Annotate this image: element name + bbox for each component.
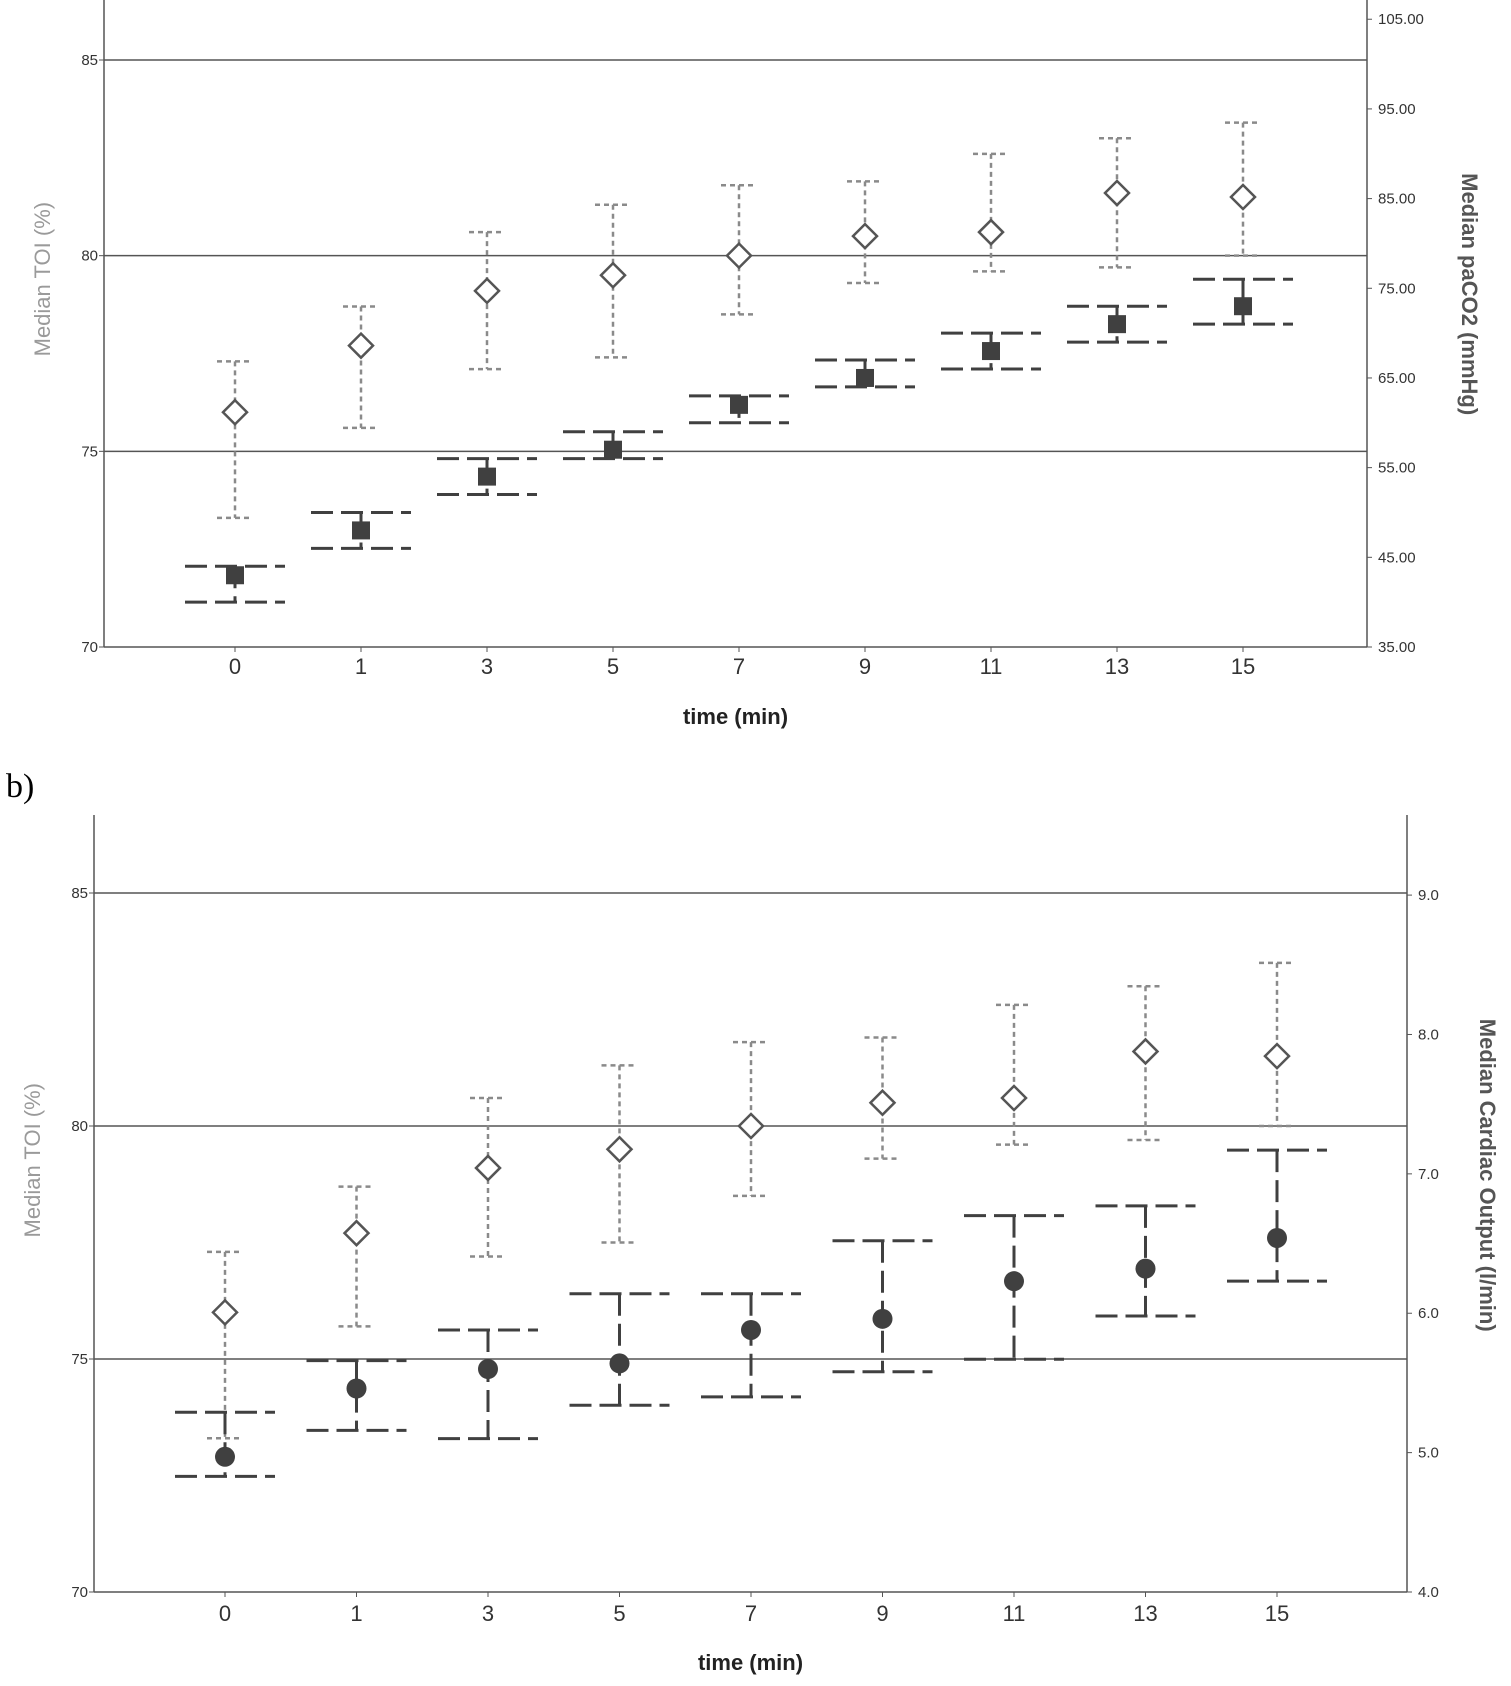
y-axis-label-left: Median TOI (%) [20,1083,45,1237]
data-point-square [730,395,748,414]
data-point-circle [872,1308,893,1329]
data-point-square [226,566,244,585]
data-point-diamond [599,261,627,290]
y-axis-label-left: Median TOI (%) [30,202,55,356]
data-point-circle [215,1446,235,1467]
y-tick-label-right: 35.00 [1378,639,1416,656]
y-tick-label-right: 55.00 [1378,460,1416,477]
y-tick-label-left: 80 [81,248,98,265]
y-axis-label-right: Median Cardiac Output (l/min) [1475,1019,1500,1332]
data-point-circle [346,1378,367,1399]
data-point-diamond [211,1298,239,1327]
data-point-diamond [851,222,879,250]
y-tick-label-right: 45.00 [1378,549,1416,566]
x-tick-label: 5 [607,654,619,679]
x-tick-label: 13 [1105,654,1129,679]
chart-panel-a: 7075808535.0045.0055.0065.0075.0085.0095… [30,0,1482,729]
data-point-circle [1267,1227,1287,1248]
y-tick-label-right: 85.00 [1378,191,1416,208]
data-point-square [352,521,370,540]
y-tick-label-left: 70 [81,639,98,656]
data-point-diamond [1131,1037,1160,1066]
data-point-diamond [977,218,1005,246]
y-tick-label-left: 80 [71,1118,88,1135]
x-tick-label: 11 [1003,1601,1026,1626]
data-point-circle [741,1319,761,1340]
data-point-diamond [605,1135,634,1164]
data-point-diamond [725,241,753,270]
y-tick-label-left: 75 [81,443,98,460]
x-tick-label: 1 [350,1601,362,1626]
x-tick-label: 3 [481,654,493,679]
data-point-square [1234,297,1252,316]
data-point-diamond [221,398,249,426]
x-tick-label: 15 [1231,654,1255,679]
data-point-diamond [473,277,501,305]
data-point-square [604,440,622,459]
data-point-circle [1135,1258,1156,1279]
data-point-diamond [347,331,375,360]
x-tick-label: 0 [229,654,241,679]
y-tick-label-right: 105.00 [1378,11,1424,28]
y-tick-label-right: 7.0 [1418,1166,1439,1183]
x-tick-label: 0 [219,1601,231,1626]
x-tick-label: 7 [745,1601,757,1626]
y-tick-label-left: 75 [71,1351,88,1368]
x-tick-label: 5 [613,1601,625,1626]
tick-labels: 7075808535.0045.0055.0065.0075.0085.0095… [81,11,1424,679]
data-point-square [1108,315,1126,334]
axes [99,0,1372,652]
y-tick-label-right: 4.0 [1418,1584,1439,1601]
y-tick-label-left: 85 [81,52,98,69]
x-axis-label: time (min) [698,1650,803,1675]
data-point-square [982,342,1000,361]
x-tick-label: 15 [1265,1601,1289,1626]
data-point-diamond [1103,179,1131,207]
y-axis-label-right: Median paCO2 (mmHg) [1457,173,1482,415]
y-tick-label-right: 75.00 [1378,280,1416,297]
data-marks [185,121,1293,604]
data-point-square [478,467,496,486]
data-point-circle [1004,1271,1024,1292]
x-tick-label: 9 [859,654,871,679]
x-tick-label: 11 [980,654,1003,679]
y-tick-label-left: 85 [71,885,88,902]
y-tick-label-right: 6.0 [1418,1305,1439,1322]
x-tick-label: 13 [1133,1601,1157,1626]
data-point-diamond [868,1088,897,1117]
data-marks [175,961,1327,1478]
data-point-circle [478,1358,498,1379]
data-point-diamond [737,1112,765,1140]
x-tick-label: 1 [355,654,367,679]
panel-label-b: b) [6,768,34,805]
axes [89,815,1412,1597]
data-point-diamond [1263,1042,1291,1070]
data-point-diamond [1229,183,1257,211]
data-point-diamond [342,1219,371,1247]
x-axis-label: time (min) [683,704,788,729]
y-tick-label-right: 95.00 [1378,101,1416,118]
data-point-square [856,368,874,387]
x-tick-label: 9 [876,1601,888,1626]
x-tick-label: 3 [482,1601,494,1626]
y-tick-label-right: 9.0 [1418,887,1439,904]
x-tick-label: 7 [733,654,745,679]
y-tick-label-right: 5.0 [1418,1445,1439,1462]
data-point-circle [609,1353,630,1374]
y-tick-label-left: 70 [71,1584,88,1601]
data-point-diamond [1000,1084,1028,1112]
y-tick-label-right: 65.00 [1378,370,1416,387]
y-tick-label-right: 8.0 [1418,1026,1439,1043]
data-point-diamond [474,1154,502,1182]
